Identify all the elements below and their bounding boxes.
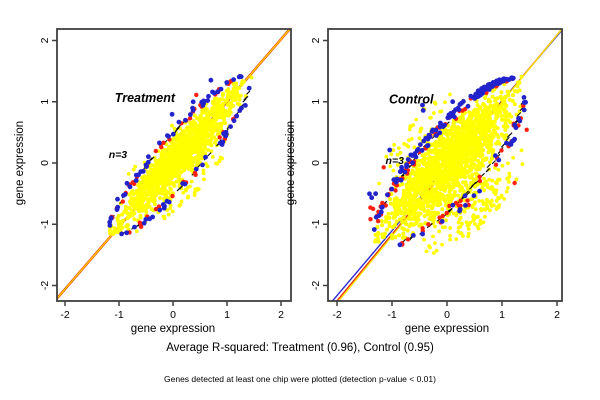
x-tick-label: -1 xyxy=(114,309,123,321)
y-tick-label: -1 xyxy=(310,219,322,228)
n-annotation: n=3 xyxy=(386,155,405,167)
point-cloud xyxy=(367,74,529,255)
caption-footnote: Genes detected at least one chip were pl… xyxy=(164,374,436,384)
x-tick-label: -2 xyxy=(60,309,69,321)
panel-label: Control xyxy=(389,93,434,107)
x-tick-label: -2 xyxy=(332,309,341,321)
caption-r-squared: Average R-squared: Treatment (0.96), Con… xyxy=(166,342,434,354)
panel-control: -2 -1 0 1 2 -2 -1 0 1 2 gene expression gene expres… xyxy=(285,28,563,335)
n-annotation: n=3 xyxy=(109,149,128,161)
panel-label: Treatment xyxy=(115,91,176,105)
y-axis-title: gene expression xyxy=(14,121,26,205)
y-tick-label: 2 xyxy=(310,37,322,43)
y-tick-label: 0 xyxy=(39,160,51,166)
y-tick-label: -1 xyxy=(39,219,51,228)
plot-area xyxy=(331,29,562,301)
x-tick-label: 1 xyxy=(224,309,230,321)
y-tick-label: 1 xyxy=(310,99,322,105)
y-tick-label: 0 xyxy=(310,160,322,166)
y-tick-label: -2 xyxy=(39,281,51,290)
x-tick-label: -1 xyxy=(387,309,396,321)
x-axis-title: gene expression xyxy=(131,323,215,335)
x-tick-label: 1 xyxy=(499,309,505,321)
point-cloud xyxy=(107,74,254,237)
x-tick-label: 2 xyxy=(554,309,560,321)
axis-box xyxy=(56,28,292,302)
plot-area xyxy=(57,29,291,301)
x-tick-label: 0 xyxy=(444,309,450,321)
y-tick-label: -2 xyxy=(310,281,322,290)
x-tick-label: 0 xyxy=(170,309,176,321)
x-tick-label: 2 xyxy=(278,309,284,321)
y-axis-title: gene expression xyxy=(285,121,297,205)
y-tick-label: 1 xyxy=(39,99,51,105)
panel-treatment: -2 -1 0 1 2 -2 -1 0 1 2 gene expression gene expres… xyxy=(14,28,292,335)
x-axis-title: gene expression xyxy=(405,323,489,335)
y-tick-label: 2 xyxy=(39,37,51,43)
axis-box xyxy=(327,28,563,302)
